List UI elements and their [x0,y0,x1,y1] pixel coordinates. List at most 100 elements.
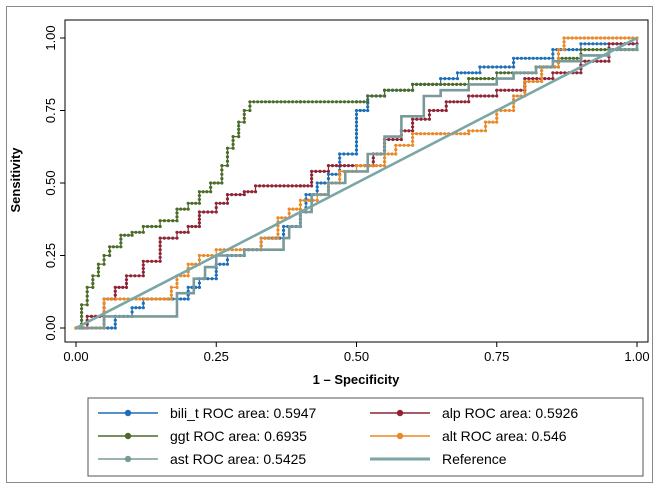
series-point [394,148,398,152]
series-point [398,143,402,147]
series-point [85,314,89,318]
legend-key-marker [396,409,404,417]
series-point [186,262,190,266]
series-point [419,82,423,86]
series-point [354,128,359,132]
x-axis-title: 1 – Specificity [313,372,400,387]
series-point [507,88,511,92]
series-point [346,164,351,168]
series-point [334,172,338,176]
series-point [252,100,256,104]
series-point [475,77,479,81]
series-point [358,100,362,104]
series-point [503,65,507,69]
series-point [314,169,318,173]
series-point [583,59,587,63]
series-point [304,193,308,197]
series-point [423,117,427,121]
legend-key-marker [124,409,132,417]
series-point [559,71,563,75]
series-point [225,201,230,205]
series-point [119,241,123,245]
series-point [238,193,242,197]
legend-label: ast ROC area: 0.5425 [170,451,306,467]
series-point [326,100,331,104]
series-point [495,65,499,69]
series-point [354,112,359,116]
series-point [511,61,516,65]
series-point [503,108,507,113]
series-point [315,198,319,202]
legend-key-marker [396,432,404,440]
series-point [96,270,101,274]
series-point [399,137,403,142]
series-point [186,285,190,289]
series-point [248,100,252,104]
series-point [197,193,202,198]
series-point [110,297,114,301]
series-point [459,100,463,104]
series-point [478,71,482,75]
series-point [169,285,173,289]
x-tick-label: 0.50 [344,349,369,364]
series-point [487,94,491,98]
series-point [130,306,134,310]
series-point [354,108,359,113]
series-point [197,221,202,225]
series-point [403,129,407,133]
series-point [334,164,339,168]
series-point [439,77,443,81]
series-point [386,152,390,156]
series-point [315,185,319,189]
series-point [102,253,106,258]
series-point [214,206,218,210]
series-point [370,164,375,168]
series-point [407,129,411,133]
series-point [478,65,482,69]
series-point [598,36,603,40]
series-point [282,184,286,188]
series-point [222,201,226,205]
series-point [246,190,250,194]
series-point [443,132,447,136]
axes: 0.00 0.25 0.50 0.75 1.00 0.00 0.25 0.50 0.75 1.00 [43,19,650,364]
series-point [169,289,173,293]
series-point [455,77,460,81]
series-point [411,121,415,125]
series-point [202,253,206,258]
series-point [225,262,230,266]
y-axis-title: Sensitivity [8,147,23,213]
series-point [511,108,516,113]
series-point [158,255,162,260]
series-point [582,36,586,40]
series-point [298,198,302,202]
series-point [166,219,171,223]
series-point [231,138,235,143]
y-tick-label: 1.00 [43,25,58,50]
series-point [354,124,359,128]
series-point [134,306,138,310]
series-point [515,88,519,92]
legend-label: ggt ROC area: 0.6935 [170,428,307,444]
series-point [523,79,527,84]
series-point [507,65,511,69]
series-point [171,236,175,240]
series-point [197,258,202,262]
series-point [354,148,359,152]
series-point [567,48,571,52]
series-point [411,135,415,140]
series-point [319,181,323,185]
series-point [571,56,576,60]
series-point [230,193,234,197]
series-point [96,262,101,266]
series-point [443,82,447,86]
series-point [158,244,162,248]
series-point [354,120,359,124]
series-point [370,94,374,98]
series-point [158,219,162,223]
series-point [350,164,355,168]
series-point [415,132,419,136]
series-point [145,224,150,229]
series-point [467,71,471,75]
series-point [85,294,89,298]
